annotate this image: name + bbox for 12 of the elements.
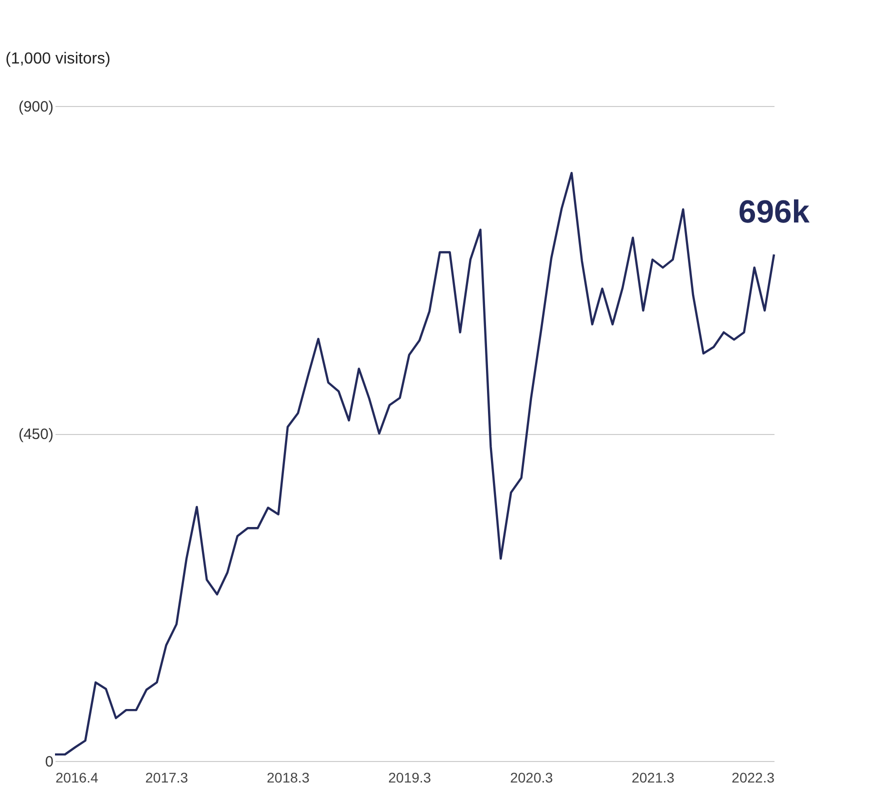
x-tick-label: 2021.3 bbox=[632, 770, 675, 786]
x-tick-label: 2018.3 bbox=[266, 770, 310, 786]
y-tick-label: (900) bbox=[18, 98, 54, 116]
y-tick-label: 0 bbox=[45, 754, 54, 770]
annotation: 696k bbox=[738, 193, 810, 230]
y-axis-title: (1,000 visitors) bbox=[6, 50, 110, 68]
x-tick-label: 2016.4 bbox=[56, 770, 99, 786]
y-tick-label: (450) bbox=[18, 426, 54, 443]
x-tick-label: 2022.3 bbox=[732, 770, 775, 786]
x-tick-label: 2019.3 bbox=[388, 770, 432, 786]
x-tick-label: 2017.3 bbox=[145, 770, 188, 786]
x-tick-label: 2020.3 bbox=[510, 770, 554, 786]
